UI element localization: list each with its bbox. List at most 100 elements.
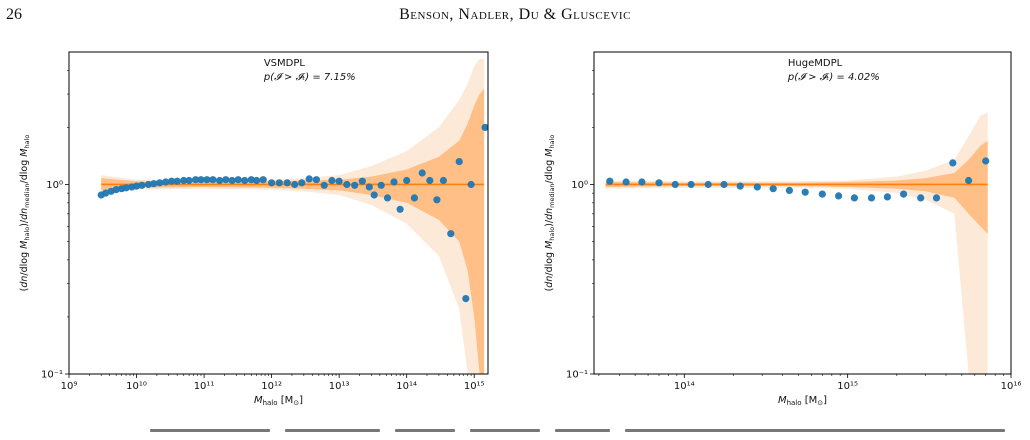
data-point bbox=[305, 175, 313, 183]
data-point bbox=[900, 190, 908, 198]
data-point bbox=[150, 180, 158, 188]
data-point bbox=[447, 230, 455, 238]
axes-frame bbox=[593, 51, 1012, 375]
data-point bbox=[481, 123, 488, 131]
data-point bbox=[365, 183, 373, 191]
data-point bbox=[275, 179, 283, 187]
data-point bbox=[351, 181, 359, 189]
data-point bbox=[818, 190, 826, 198]
plot-area bbox=[97, 58, 488, 374]
data-point bbox=[222, 176, 230, 184]
data-point bbox=[403, 176, 411, 185]
data-point bbox=[209, 176, 217, 184]
x-axis-label: Mhalo [M⊙] bbox=[778, 395, 827, 407]
x-tick-label: 10¹⁰ bbox=[126, 381, 147, 392]
axes-frame bbox=[68, 51, 489, 375]
data-point bbox=[197, 176, 205, 184]
x-tick-label: 10¹⁵ bbox=[837, 381, 858, 392]
data-point bbox=[982, 157, 990, 165]
data-point bbox=[883, 193, 892, 201]
data-point bbox=[259, 176, 267, 184]
data-point bbox=[785, 186, 794, 194]
data-point bbox=[439, 176, 447, 185]
data-point bbox=[298, 179, 306, 187]
data-point bbox=[687, 180, 695, 189]
data-point bbox=[320, 181, 328, 189]
x-tick-label: 10¹³ bbox=[329, 381, 350, 392]
data-point bbox=[850, 194, 859, 202]
data-point bbox=[835, 192, 843, 200]
data-point bbox=[671, 180, 679, 189]
data-point bbox=[156, 179, 164, 187]
data-point bbox=[949, 159, 957, 167]
chart-title: HugeMDPL bbox=[788, 58, 843, 69]
data-point bbox=[203, 176, 211, 184]
x-tick-label: 10¹⁶ bbox=[1001, 381, 1022, 392]
data-point bbox=[312, 176, 320, 184]
data-point bbox=[291, 180, 299, 189]
data-point bbox=[932, 194, 941, 202]
x-axis-label: Mhalo [M⊙] bbox=[254, 395, 303, 407]
data-point bbox=[283, 179, 291, 187]
y-tick-label: 10⁻¹ bbox=[41, 370, 63, 381]
confidence-band-inner bbox=[605, 140, 988, 234]
data-point bbox=[228, 176, 236, 185]
running-head: Benson, Nadler, Du & Gluscevic bbox=[399, 6, 631, 23]
page-number: 26 bbox=[6, 6, 22, 23]
data-point bbox=[132, 182, 141, 190]
data-point bbox=[638, 178, 646, 186]
y-tick-label: 10⁻¹ bbox=[566, 370, 588, 381]
x-tick-label: 10¹⁵ bbox=[464, 381, 485, 392]
page-header: 26 Benson, Nadler, Du & Gluscevic bbox=[0, 0, 1030, 40]
y-axis-label: (dn/dlog Mhalo)/dnmedian/dlog Mhalo bbox=[19, 135, 31, 292]
data-point bbox=[216, 176, 224, 185]
x-tick-label: 10⁹ bbox=[61, 381, 78, 392]
data-point bbox=[253, 176, 261, 185]
data-point bbox=[418, 169, 426, 177]
chart-subtitle: p(𝓘 > 𝓘ₜ) = 4.02% bbox=[787, 72, 880, 83]
data-point bbox=[268, 179, 276, 187]
chart-subtitle: p(𝓘 > 𝓘ₜ) = 7.15% bbox=[263, 72, 356, 83]
data-point bbox=[390, 178, 398, 186]
x-tick-label: 10¹⁴ bbox=[396, 381, 417, 392]
data-point bbox=[769, 185, 777, 193]
data-point bbox=[162, 178, 170, 186]
data-point bbox=[426, 176, 434, 185]
cropped-caption-fragment bbox=[0, 428, 1030, 440]
plot-area bbox=[605, 112, 990, 374]
data-point bbox=[370, 191, 378, 199]
data-point bbox=[241, 176, 249, 185]
data-point bbox=[655, 179, 663, 187]
data-point bbox=[247, 176, 255, 184]
data-point bbox=[410, 194, 418, 202]
y-tick-label: 10⁰ bbox=[46, 180, 63, 191]
data-point bbox=[180, 176, 188, 185]
data-point bbox=[917, 194, 925, 202]
data-point bbox=[335, 177, 343, 185]
chart-panel-hugemdpl: 10¹⁴ 10¹⁵ 10¹⁶ 10⁻¹ 10⁰ HugeMDPL p(𝓘 > 𝓘ₜ) = 4… bbox=[544, 51, 1022, 407]
data-point bbox=[720, 180, 728, 189]
data-point bbox=[173, 177, 181, 185]
data-point bbox=[801, 188, 809, 196]
data-point bbox=[462, 295, 470, 303]
data-point bbox=[328, 176, 336, 185]
data-point bbox=[455, 158, 463, 166]
data-point bbox=[185, 176, 193, 185]
data-point bbox=[622, 178, 630, 186]
confidence-band-outer bbox=[605, 112, 988, 374]
data-point bbox=[112, 186, 120, 194]
data-point bbox=[867, 194, 876, 202]
data-point bbox=[704, 180, 712, 189]
data-point bbox=[234, 176, 242, 184]
data-point bbox=[383, 194, 392, 202]
data-point bbox=[753, 183, 761, 191]
data-point bbox=[377, 181, 385, 189]
y-axis-label: (dn/dlog Mhalo)/dnmedian/dlog Mhalo bbox=[544, 135, 556, 292]
data-point bbox=[144, 180, 152, 189]
chart-panel-vsmdpl: 10⁹ 10¹⁰ 10¹¹ 10¹² 10¹³ 10¹⁴ 10¹⁵ 10⁻¹ 10⁰ VSMDPL… bbox=[19, 51, 489, 407]
data-point bbox=[606, 177, 614, 185]
data-point bbox=[343, 180, 351, 189]
x-tick-label: 10¹² bbox=[261, 381, 282, 392]
data-point bbox=[433, 196, 441, 204]
data-point bbox=[467, 180, 475, 189]
